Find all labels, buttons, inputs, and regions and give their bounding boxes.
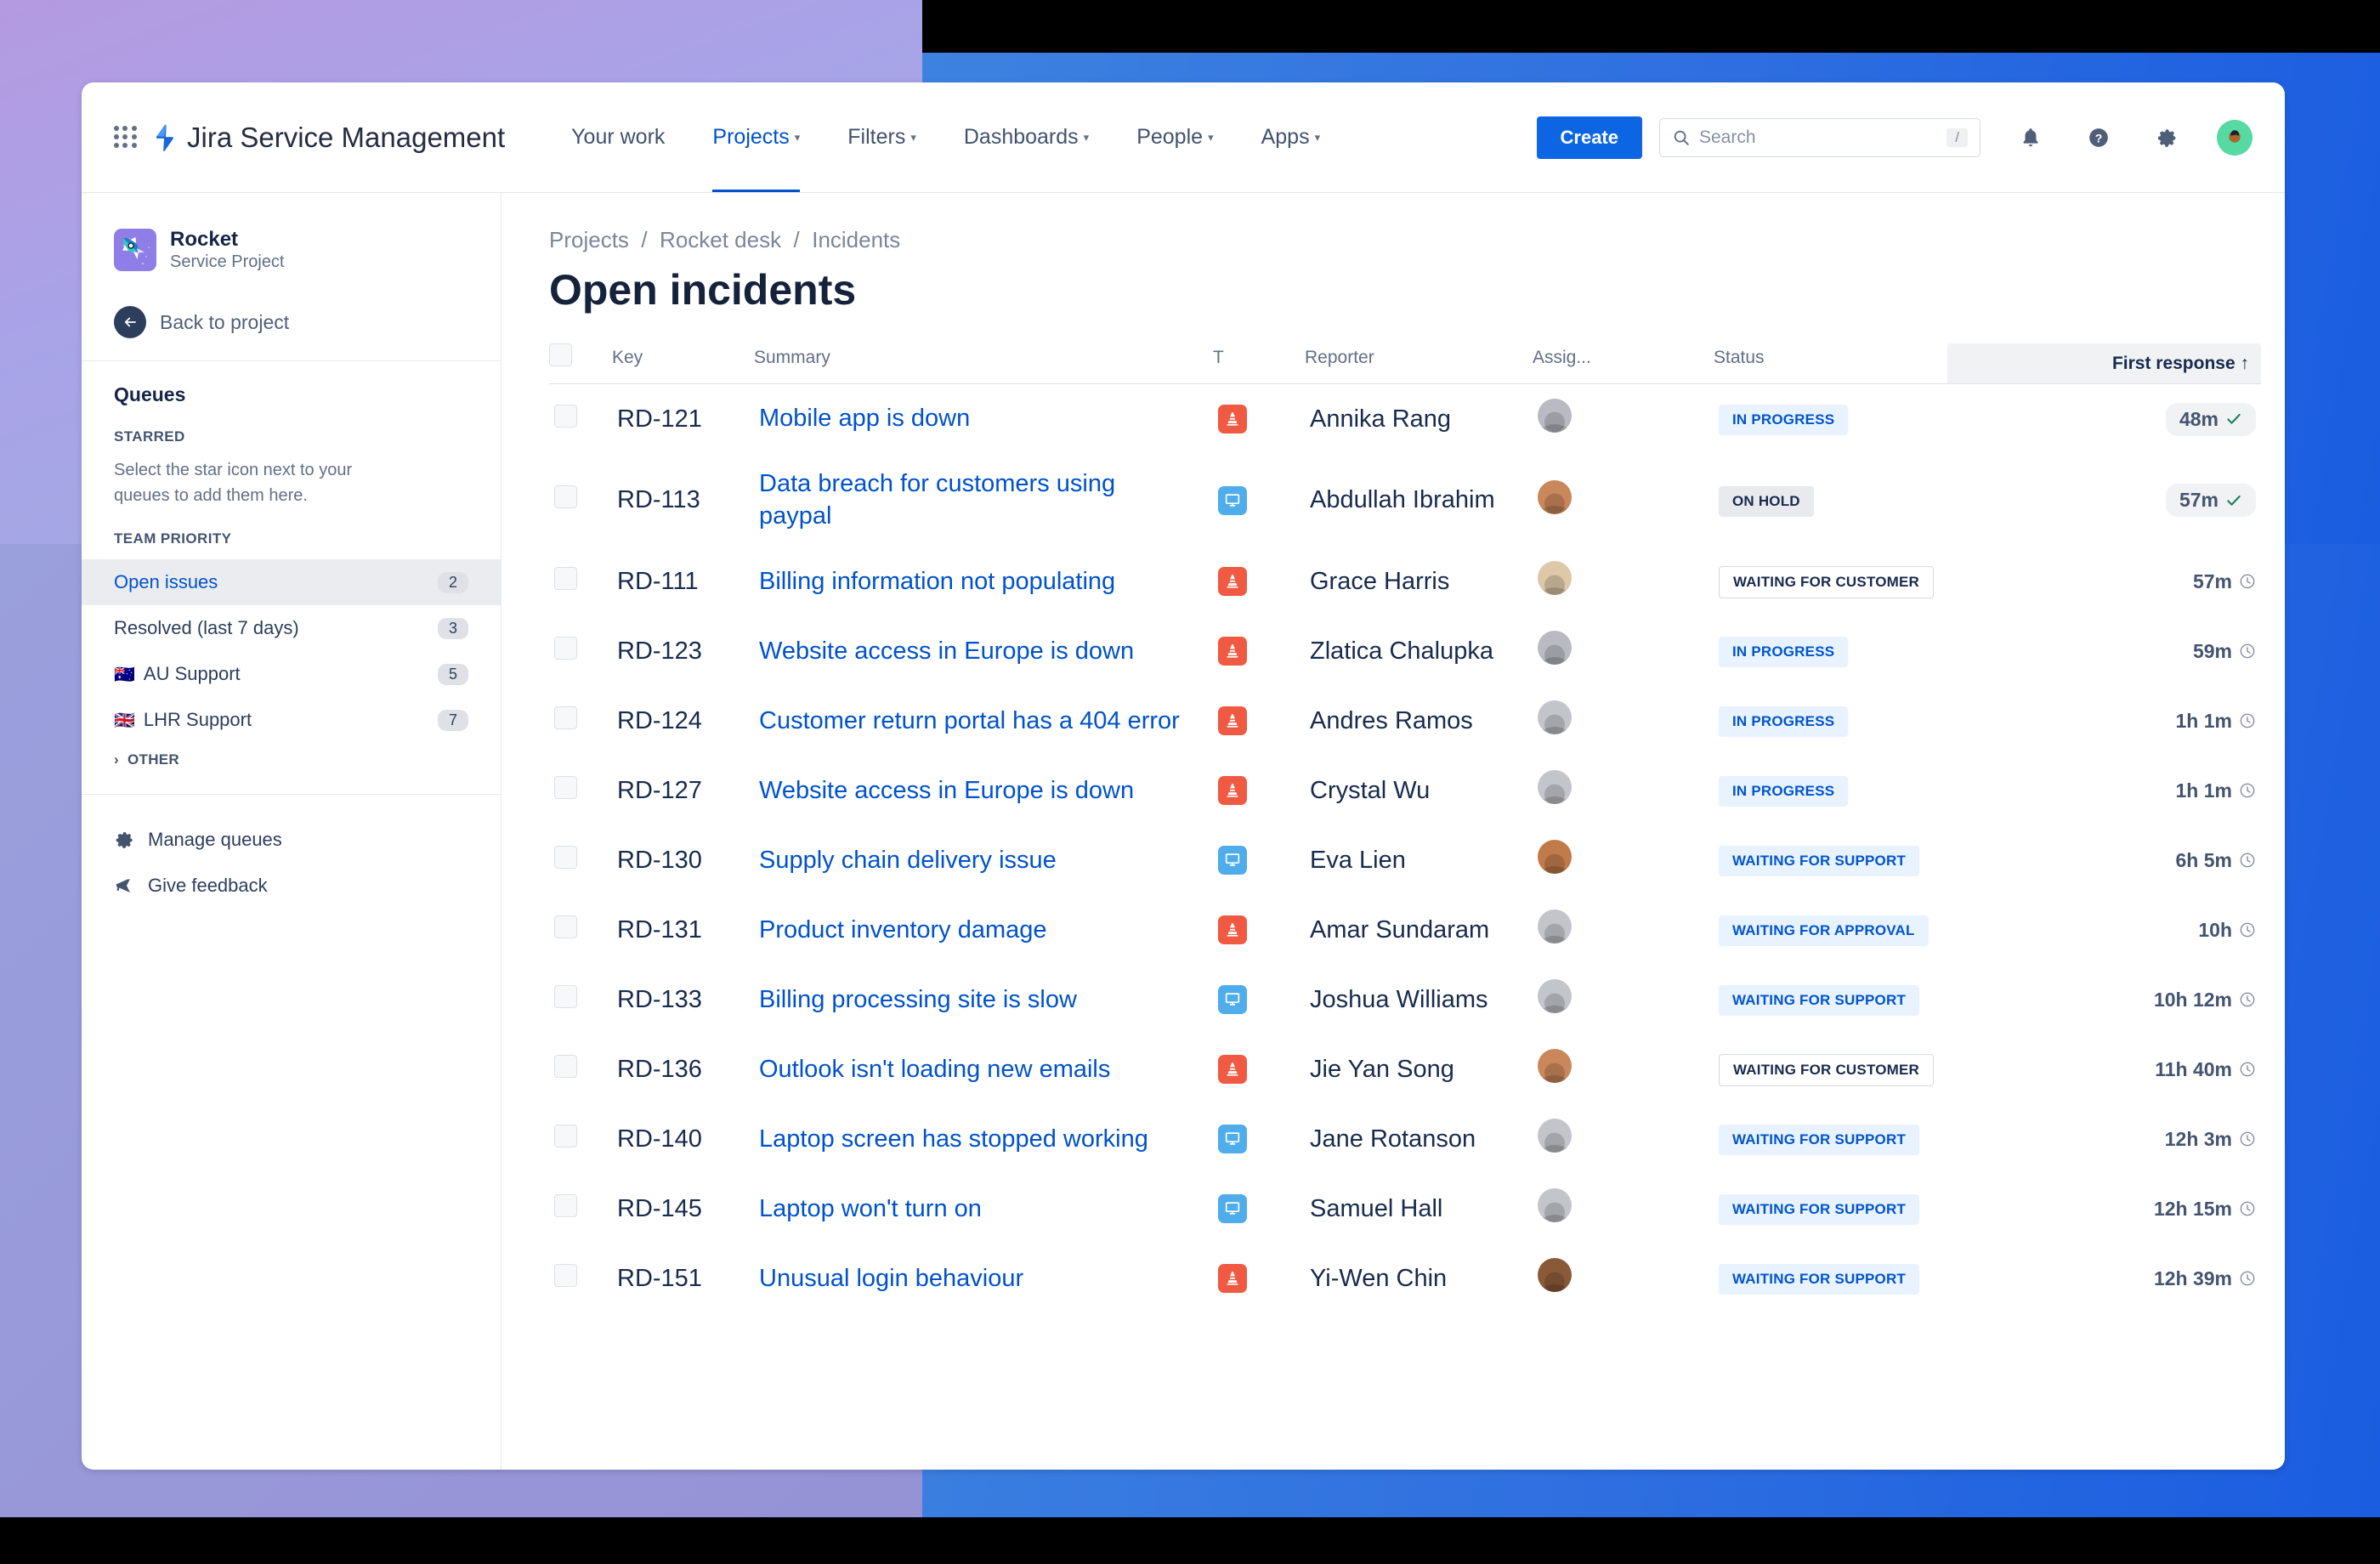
svg-text:?: ?	[2095, 131, 2103, 144]
